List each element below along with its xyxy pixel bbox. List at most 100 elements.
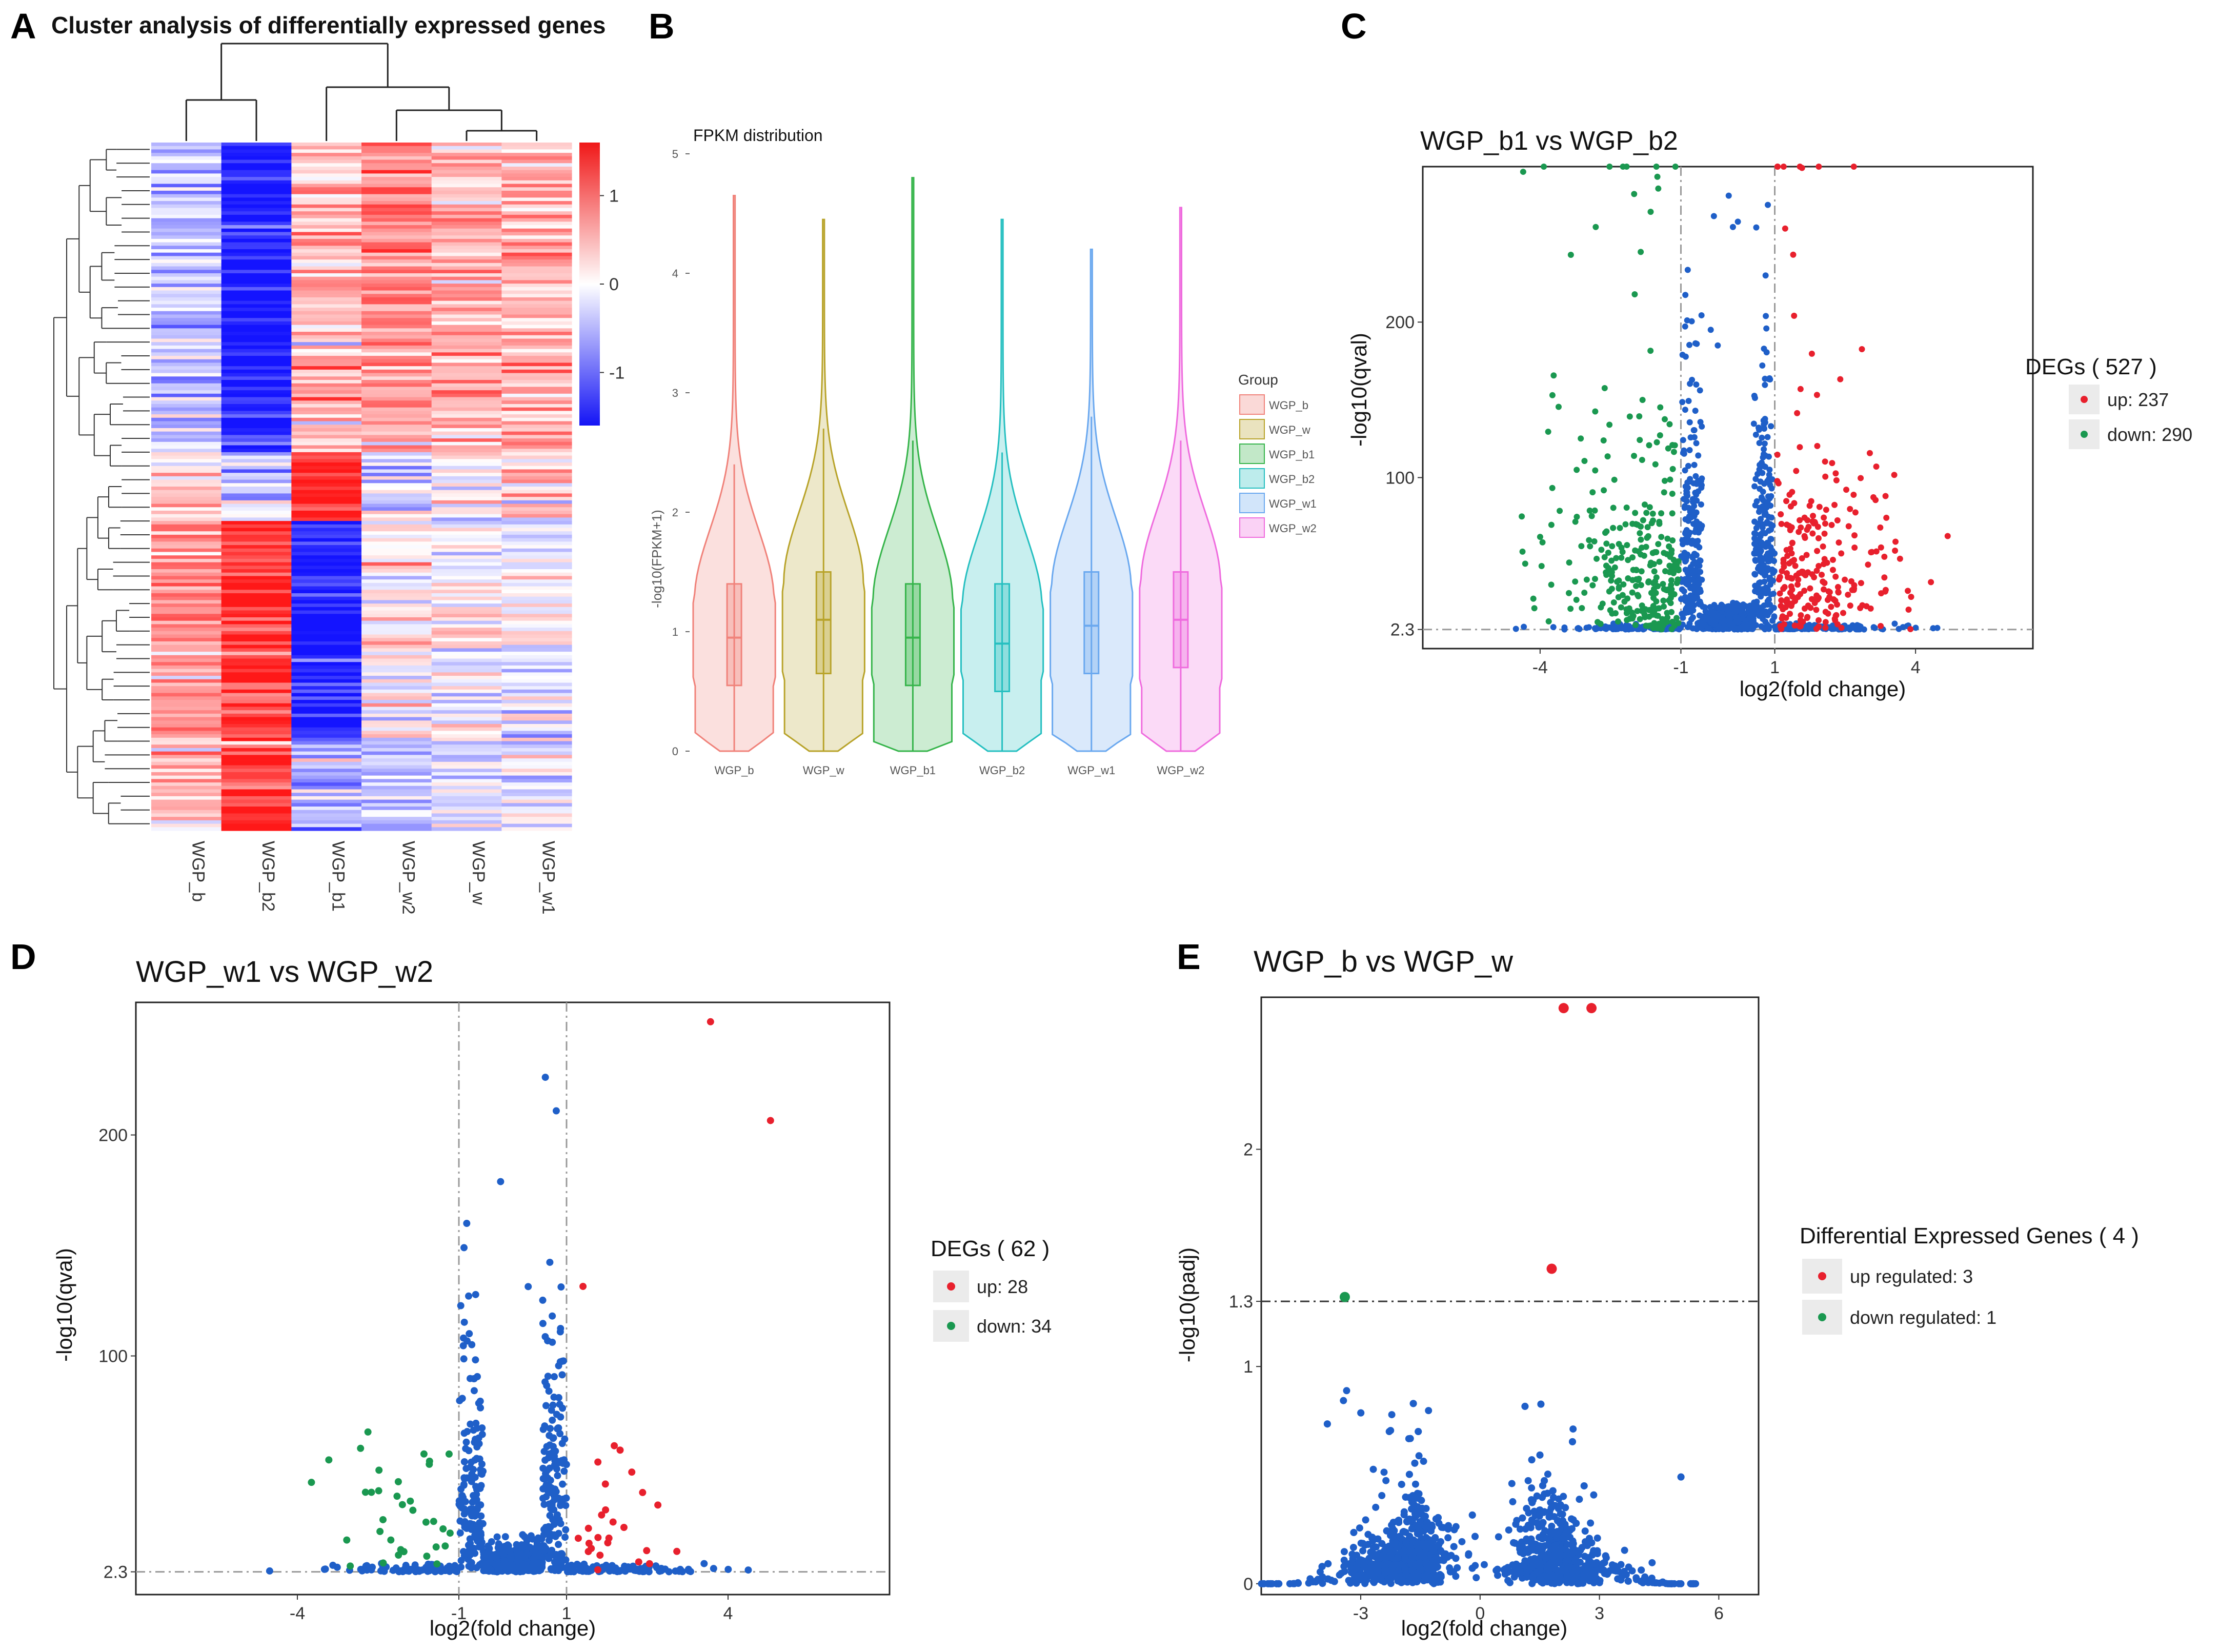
heatmap-cell <box>501 755 572 759</box>
heatmap-cell <box>431 590 502 594</box>
heatmap-cell <box>431 143 502 147</box>
heatmap-cell <box>431 407 502 411</box>
heatmap-cell <box>361 582 432 587</box>
up-point <box>1801 588 1808 594</box>
heatmap-cell <box>431 242 502 246</box>
heatmap-cell <box>501 693 572 697</box>
up-point <box>1782 225 1788 232</box>
heatmap-cell <box>291 672 362 676</box>
heatmap-cell <box>151 149 222 153</box>
down-point <box>1671 442 1678 449</box>
ns-point <box>541 1333 549 1340</box>
ns-point <box>1682 567 1689 573</box>
ns-point <box>1682 323 1688 330</box>
heatmap-cell <box>291 256 362 260</box>
up-point <box>1807 585 1813 592</box>
heatmap-cell <box>501 311 572 315</box>
heatmap-cell <box>361 507 432 511</box>
heatmap-cell <box>291 146 362 150</box>
heatmap-cell <box>221 356 292 360</box>
heatmap-cell <box>361 521 432 525</box>
ns-point <box>472 1356 479 1364</box>
heatmap-cell <box>151 558 222 563</box>
down-point <box>1647 562 1653 569</box>
heatmap-cell <box>151 335 222 339</box>
ns-point <box>552 1550 560 1558</box>
heatmap-cell <box>361 356 432 360</box>
heatmap-cell <box>291 676 362 680</box>
ns-point <box>540 1447 548 1455</box>
ns-point <box>321 1565 329 1573</box>
heatmap-cell <box>361 751 432 755</box>
heatmap-cell <box>431 628 502 632</box>
up-point <box>1796 622 1803 629</box>
ns-point <box>1751 535 1758 542</box>
heatmap-cell <box>221 497 292 501</box>
ns-point <box>527 1532 535 1540</box>
heatmap-cell <box>501 689 572 694</box>
heatmap-cell <box>361 246 432 250</box>
ns-point <box>1742 617 1749 624</box>
heatmap-cell <box>431 411 502 415</box>
heatmap-cell <box>221 617 292 621</box>
up-point <box>1780 559 1787 566</box>
x-tick-label: 3 <box>1595 1604 1604 1623</box>
down-point <box>1629 589 1636 596</box>
heatmap-cell <box>291 308 362 312</box>
heatmap-cell <box>151 696 222 700</box>
y-tick-label: 2.3 <box>104 1563 128 1582</box>
heatmap-cell <box>431 335 502 339</box>
heatmap-cell <box>501 600 572 604</box>
heatmap-cell <box>501 723 572 728</box>
heatmap-cell <box>431 737 502 742</box>
ns-point <box>1770 577 1777 584</box>
heatmap-cell <box>151 383 222 388</box>
heatmap-cell <box>501 249 572 253</box>
ns-point <box>1458 1538 1466 1545</box>
up-point <box>1848 578 1854 585</box>
heatmap-cell <box>501 208 572 212</box>
ns-point <box>1767 591 1774 598</box>
heatmap-cell <box>361 449 432 453</box>
down-point <box>1645 622 1651 629</box>
ns-point <box>1689 376 1696 383</box>
ns-point <box>1725 192 1732 199</box>
x-tick-label: 4 <box>723 1604 733 1623</box>
heatmap-cell <box>501 407 572 411</box>
ns-point <box>1349 1543 1357 1551</box>
heatmap-cell <box>151 425 222 429</box>
down-point <box>1666 543 1672 550</box>
down-point <box>398 1501 406 1508</box>
heatmap-cell <box>361 345 432 350</box>
ns-point <box>1760 497 1766 503</box>
y-tick-label: 2.3 <box>1390 620 1415 640</box>
heatmap-cell <box>361 143 432 147</box>
heatmap-cell <box>221 748 292 752</box>
heatmap-cell <box>291 569 362 573</box>
heatmap-cell <box>361 459 432 463</box>
ns-point <box>542 1402 550 1409</box>
heatmap-cell <box>291 487 362 491</box>
heatmap-cell <box>361 280 432 284</box>
heatmap-cell <box>291 441 362 446</box>
heatmap-cell <box>221 827 292 831</box>
heatmap-cell <box>431 366 502 370</box>
heatmap-cell <box>501 425 572 429</box>
ns-point <box>1521 623 1527 630</box>
heatmap-cell <box>151 531 222 535</box>
heatmap-cell <box>431 789 502 793</box>
heatmap-cell <box>501 273 572 277</box>
heatmap-cell <box>221 252 292 257</box>
down-point <box>1618 604 1624 611</box>
heatmap-cell <box>291 720 362 724</box>
down-point <box>1609 573 1616 579</box>
heatmap-cell <box>431 345 502 350</box>
heatmap-cell <box>501 284 572 288</box>
down-point <box>1583 576 1590 583</box>
heatmap-cell <box>291 624 362 628</box>
up-point <box>1840 610 1846 616</box>
heatmap-cell <box>431 417 502 422</box>
heatmap-cell <box>291 596 362 601</box>
x-tick-label: 4 <box>1911 658 1921 677</box>
